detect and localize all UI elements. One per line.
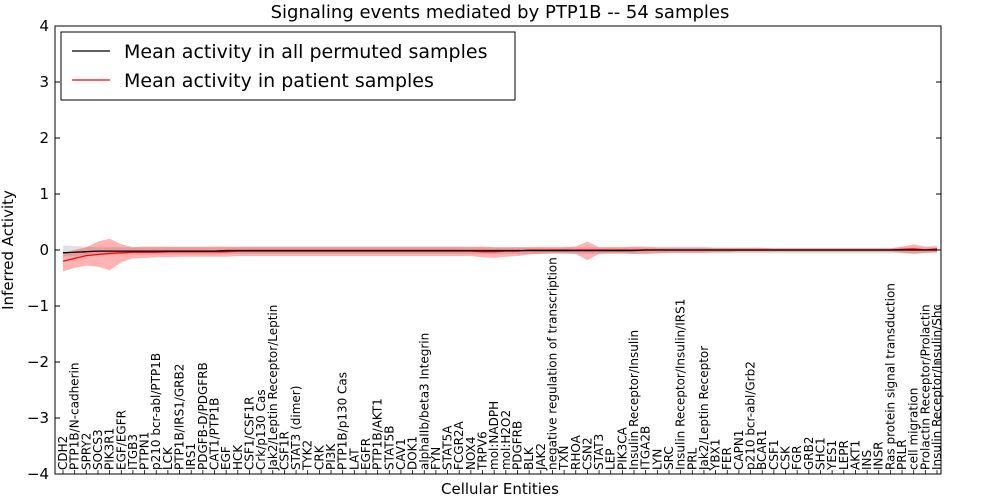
x-tick-label: CSN2 — [580, 437, 594, 470]
y-tick-label: 3 — [39, 73, 49, 91]
x-tick-label: RHOA — [569, 434, 583, 470]
x-tick-label: PDGFB-D/PDGFRB — [196, 362, 210, 470]
x-tick-label: CAV1 — [394, 438, 408, 470]
chart-title: Signaling events mediated by PTP1B -- 54… — [271, 2, 730, 23]
x-tick-label: AKT1 — [848, 440, 862, 470]
x-tick-label: EGF/EGFR — [114, 410, 128, 470]
y-tick-label: 2 — [39, 129, 49, 147]
x-tick-label: p210 bcr-abl/Grb2 — [744, 361, 758, 470]
legend-box — [60, 31, 516, 101]
x-tick-label: alphaIIb/beta3 Integrin — [417, 333, 431, 470]
patient-band — [63, 238, 937, 272]
x-tick-label: TXN — [557, 445, 571, 471]
x-tick-label: Prolactin Receptor/Prolactin — [918, 304, 932, 470]
x-tick-label: PI3K — [324, 443, 338, 470]
x-tick-label: TRPV6 — [476, 431, 490, 471]
x-tick-label: mol:H2O2 — [499, 410, 513, 470]
x-tick-label: PIK3CA — [615, 426, 629, 470]
x-tick-label: SOCS3 — [91, 429, 105, 470]
x-tick-label: LEP — [604, 448, 618, 470]
x-axis-entity-labels: CDH2PTP1B/N-cadherinSPRY2SOCS3PIK3R1EGF/… — [56, 257, 944, 474]
x-tick-label: PTP1B/N-cadherin — [68, 363, 82, 470]
x-tick-label: Jak2/Leptin Receptor — [697, 346, 711, 471]
x-tick-label: STAT5A — [441, 425, 455, 470]
x-tick-label: YBX1 — [709, 439, 723, 471]
x-tick-label: LAT — [347, 448, 361, 470]
x-tick-label: BLK — [522, 446, 536, 470]
x-tick-label: STAT3 (dimer) — [289, 386, 303, 470]
x-tick-label: Insulin Receptor/Insulin/Shc — [930, 304, 944, 470]
y-tick-label: −1 — [27, 297, 49, 315]
x-tick-label: FGR — [790, 445, 804, 470]
x-tick-label: CRK — [312, 444, 326, 470]
plot-area — [62, 238, 938, 272]
x-tick-label: DOK1 — [406, 436, 420, 470]
legend-label-permuted: Mean activity in all permuted samples — [124, 41, 487, 63]
x-tick-label: EGF — [219, 446, 233, 470]
y-tick-label: 1 — [39, 185, 49, 203]
x-tick-label: SHC1 — [813, 437, 827, 470]
x-tick-label: ITGA2B — [639, 426, 653, 470]
x-tick-label: PDGFRB — [510, 421, 524, 470]
y-tick-label: −3 — [27, 409, 49, 427]
x-tick-label: PTPN1 — [138, 432, 152, 470]
x-tick-label: PRLR — [895, 439, 909, 470]
x-tick-label: Insulin Receptor/Insulin/IRS1 — [674, 299, 688, 470]
x-tick-label: p210 bcr-abl/PTP1B — [149, 353, 163, 470]
x-tick-label: Ras protein signal transduction — [883, 283, 897, 470]
x-tick-label: PIK3R1 — [103, 428, 117, 470]
y-axis: 4 3 2 1 0 −1 −2 −3 −4 — [27, 17, 941, 483]
x-axis-label: Cellular Entities — [441, 480, 559, 498]
x-tick-label: CSF1 — [767, 439, 781, 470]
x-tick-label: mol:NADPH — [487, 401, 501, 470]
y-axis-label: Inferred Activity — [0, 190, 17, 310]
x-tick-label: EGFR — [359, 438, 373, 470]
x-tick-label: IRS1 — [184, 443, 198, 470]
legend: Mean activity in all permuted samples Me… — [60, 31, 516, 101]
x-tick-label: LEPR — [837, 440, 851, 470]
x-tick-label: negative regulation of transcription — [545, 257, 559, 470]
x-tick-label: Jak2/Leptin Receptor/Leptin — [266, 305, 280, 471]
x-tick-label: CAPN1 — [732, 430, 746, 470]
x-tick-label: TYK2 — [301, 440, 315, 471]
x-tick-label: CSF1/CSF1R — [242, 397, 256, 470]
x-tick-label: Insulin Receptor/Insulin — [627, 330, 641, 470]
x-tick-label: STAT3 — [592, 434, 606, 470]
legend-label-patient: Mean activity in patient samples — [124, 70, 434, 92]
x-tick-label: PTP1B/AKT1 — [371, 398, 385, 470]
x-tick-label: YES1 — [825, 440, 839, 471]
x-tick-label: FYN — [429, 447, 443, 470]
x-tick-label: JAK2 — [534, 443, 548, 471]
x-tick-label: PTP1B/IRS1/GRB2 — [173, 364, 187, 470]
x-tick-label: STAT5B — [382, 425, 396, 470]
x-tick-label: FER — [720, 447, 734, 470]
x-tick-label: NOX4 — [464, 436, 478, 470]
x-tick-label: Crk/p130 Cas — [254, 389, 268, 470]
x-tick-label: SPRY2 — [79, 433, 93, 470]
x-tick-label: CAT1/PTP1B — [207, 398, 221, 470]
y-tick-label: −4 — [27, 465, 49, 483]
x-tick-label: PRL — [685, 447, 699, 470]
x-tick-label: FCGR2A — [452, 420, 466, 470]
x-tick-label: SRC — [662, 446, 676, 470]
y-tick-label: 4 — [39, 17, 49, 35]
x-tick-label: BCAR1 — [755, 429, 769, 470]
x-tick-label: CSK — [779, 445, 793, 470]
permuted-series-line — [62, 249, 937, 254]
x-tick-label: PTP1B/p130 Cas — [336, 372, 350, 470]
x-tick-label: ITGB3 — [126, 434, 140, 470]
x-tick-label: cell migration — [907, 388, 921, 470]
y-tick-label: −2 — [27, 353, 49, 371]
x-tick-label: GRB2 — [802, 436, 816, 470]
x-tick-label: LCK — [161, 446, 175, 470]
x-tick-label: LYN — [650, 449, 664, 470]
y-tick-label: 0 — [39, 241, 49, 259]
x-tick-label: CSF1R — [277, 431, 291, 470]
x-tick-label: INSR — [872, 442, 886, 470]
x-tick-label: HCK — [231, 444, 245, 470]
x-tick-label: INS — [860, 450, 874, 470]
x-tick-label: CDH2 — [56, 436, 70, 470]
